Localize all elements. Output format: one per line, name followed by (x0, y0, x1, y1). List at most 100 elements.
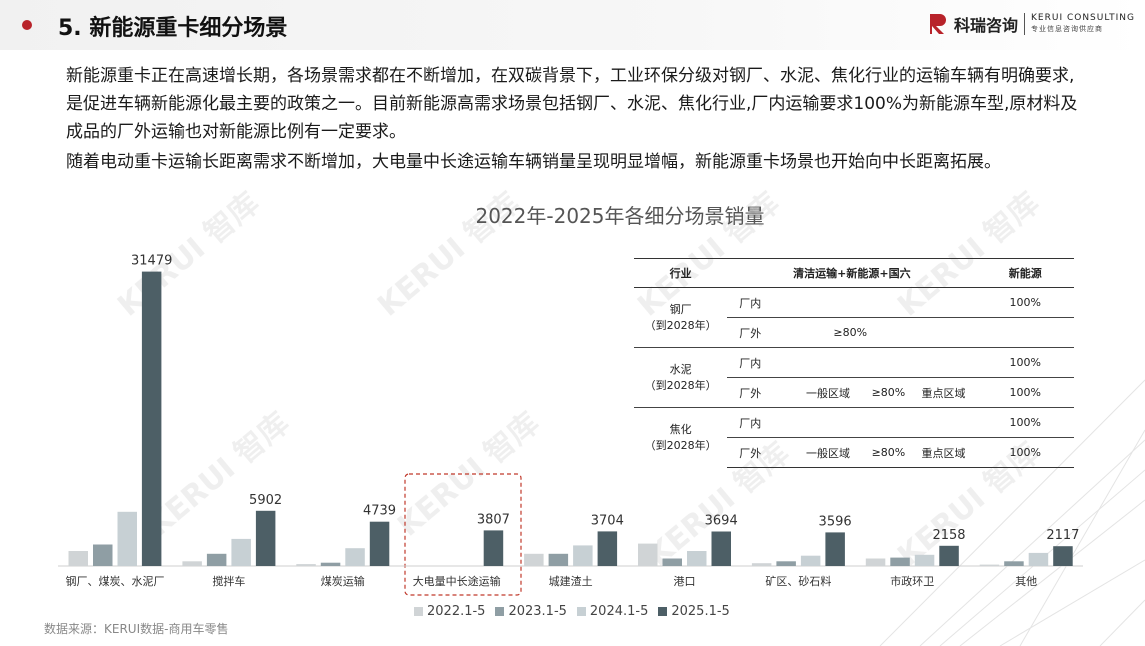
page-title: 5. 新能源重卡细分场景 (58, 16, 288, 41)
logo-en-line2: 专业信息咨询供应商 (1031, 25, 1104, 33)
bar-value-label: 5902 (249, 493, 282, 508)
table-row: 钢厂 （到2028年） 厂内 100% (634, 287, 1074, 348)
legend-label: 2025.1-5 (671, 604, 730, 619)
table-cell: 100% (976, 437, 1074, 468)
category-label: 其他 (1015, 575, 1037, 588)
bar-2023.1-5 (320, 562, 341, 566)
bar-2024.1-5 (345, 548, 365, 566)
legend-item: 2025.1-5 (658, 604, 730, 619)
scope-cell: 厂外 (727, 437, 790, 468)
table-row: 水泥 （到2028年） 厂内 100% (634, 347, 1074, 408)
decor-line (919, 439, 1145, 646)
bar-2023.1-5 (662, 558, 682, 566)
table-cell: 一般区域 (789, 377, 867, 408)
industry-note: （到2028年） (644, 438, 717, 452)
highlight-box (404, 473, 522, 596)
policy-table: 行业 清洁运输+新能源+国六 新能源 钢厂 （到2028年） 厂内 100% 厂外… (634, 258, 1074, 468)
scope-cell: 厂内 (727, 407, 790, 438)
table-header: 新能源 (976, 258, 1074, 288)
logo-mark-icon (928, 12, 950, 36)
bar-value-label: 3807 (477, 512, 510, 527)
bar-2022.1-5 (68, 551, 88, 566)
table-header: 清洁运输+新能源+国六 (727, 258, 977, 288)
category-label: 煤炭运输 (321, 574, 365, 588)
bar-2024.1-5 (1028, 552, 1049, 566)
scope-cell: 厂外 (727, 377, 790, 408)
legend-item: 2022.1-5 (414, 604, 485, 619)
bar-2025.1-5 (483, 530, 504, 566)
bar-2025.1-5 (825, 532, 845, 566)
legend-label: 2022.1-5 (427, 604, 486, 619)
bar-2022.1-5 (638, 543, 658, 566)
table-header: 行业 (634, 258, 728, 288)
table-header-row: 行业 清洁运输+新能源+国六 新能源 (634, 258, 1074, 288)
bar-2023.1-5 (548, 553, 569, 566)
bar-value-label: 2117 (1046, 528, 1079, 543)
bar-value-label: 4739 (363, 504, 396, 519)
legend-swatch (576, 607, 586, 616)
bar-2022.1-5 (751, 563, 772, 566)
table-cell (910, 317, 977, 348)
bar-2023.1-5 (776, 561, 796, 566)
logo-divider (1024, 13, 1026, 35)
logo-text-en: KERUI CONSULTING 专业信息咨询供应商 (1031, 13, 1135, 35)
bar-2023.1-5 (890, 557, 910, 566)
bar-value-label: 3596 (819, 514, 852, 529)
table-row: 焦化 （到2028年） 厂内 100% (634, 407, 1074, 468)
decor-line (879, 379, 1145, 646)
decor-line (1099, 599, 1145, 646)
table-cell (866, 407, 911, 438)
scope-cell: 厂外 (727, 317, 790, 348)
industry-cell: 焦化 （到2028年） (634, 407, 728, 468)
bar-2025.1-5 (597, 531, 618, 566)
bar-2024.1-5 (117, 511, 137, 566)
decor-line (1019, 429, 1145, 646)
legend-label: 2023.1-5 (508, 604, 567, 619)
table-cell: 重点区域 (910, 377, 977, 408)
bar-2023.1-5 (1004, 561, 1024, 566)
bar-2025.1-5 (1053, 546, 1073, 566)
legend-item: 2023.1-5 (495, 604, 567, 619)
table-cell (789, 287, 867, 318)
bar-value-label: 3704 (591, 513, 624, 528)
category-label: 市政环卫 (890, 574, 934, 588)
decor-line (959, 499, 1145, 646)
industry-cell: 水泥 （到2028年） (634, 347, 728, 408)
industry-note: （到2028年） (644, 318, 717, 332)
legend-item: 2024.1-5 (576, 604, 649, 619)
bar-2023.1-5 (206, 553, 227, 566)
chart-title: 2022年-2025年各细分场景销量 (475, 204, 765, 228)
category-label: 矿区、砂石料 (765, 574, 831, 588)
table-cell: ≥80% (789, 317, 911, 348)
legend-label: 2024.1-5 (589, 604, 649, 619)
table-cell: 100% (976, 377, 1074, 408)
bar-2022.1-5 (979, 564, 1000, 566)
bar-2024.1-5 (573, 545, 593, 566)
category-label: 钢厂、煤炭、水泥厂 (66, 575, 165, 588)
bar-value-label: 3694 (705, 514, 738, 529)
bar-2024.1-5 (914, 554, 935, 566)
table-cell: 100% (976, 407, 1074, 438)
legend-swatch (414, 607, 423, 616)
bar-2022.1-5 (296, 564, 316, 566)
industry-cell: 钢厂 （到2028年） (634, 287, 728, 348)
table-row: 厂外 一般区域 ≥80% 重点区域 100% (634, 377, 1074, 408)
bar-value-label: 31479 (131, 254, 172, 269)
industry-note: （到2028年） (644, 378, 717, 392)
category-label: 港口 (674, 575, 696, 588)
bar-2024.1-5 (800, 555, 821, 566)
category-label: 搅拌车 (212, 574, 245, 588)
industry-name: 钢厂 (669, 302, 692, 316)
trend-paragraph: 随着电动重卡运输长距离需求不断增加，大电量中长途运输车辆销量呈现明显增幅，新能源… (66, 152, 1001, 172)
legend-swatch (658, 607, 668, 616)
table-row: 厂外 一般区域 ≥80% 重点区域 100% (634, 437, 1074, 468)
bar-2022.1-5 (524, 553, 544, 566)
table-cell (910, 407, 977, 438)
intro-paragraph: 新能源重卡正在高速增长期，各场景需求都在不断增加，在双碳背景下，工业环保分级对钢… (66, 66, 1078, 142)
bar-2025.1-5 (141, 271, 162, 566)
bar-2025.1-5 (939, 545, 959, 566)
data-source: 数据来源：KERUI数据-商用车零售 (44, 622, 229, 636)
category-label: 大电量中长途运输 (413, 574, 501, 588)
background-lines (879, 379, 1145, 646)
category-label: 城建渣土 (549, 574, 593, 588)
